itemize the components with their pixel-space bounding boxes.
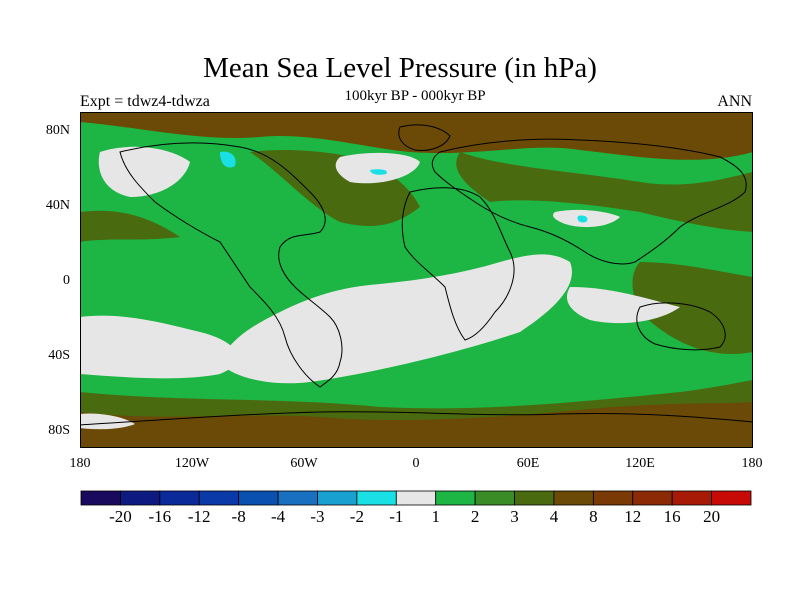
lat-label-80s: 80S [48,423,70,438]
colorbar-swatch [514,490,555,506]
colorbar-tick-label: -3 [310,507,325,526]
lon-label-180e: 180 [741,456,763,471]
colorbar-swatch [435,490,476,506]
lat-label-80n: 80N [45,123,70,138]
colorbar-swatch [120,490,161,506]
colorbar-swatch [395,490,437,506]
colorbar-swatch [198,490,240,506]
colorbar-swatch [317,490,358,506]
experiment-label: Expt = tdwz4-tdwza [80,93,210,110]
lat-label-0: 0 [63,273,70,288]
colorbar-tick-label: 1 [431,507,440,526]
colorbar-tick-label: 12 [624,507,642,526]
antarctic-grey-patch [80,413,135,430]
pacific-grey-region [98,146,190,197]
indian-ocean-grey-region [566,287,680,324]
southern-ocean-grey-region [220,254,572,384]
colorbar-tick-label: 3 [510,507,519,526]
colorbar-swatch [356,490,397,506]
americas-outline [119,142,343,388]
greenland-outline [398,124,451,151]
colorbar-tick-label: -12 [187,507,211,526]
north-atlantic-grey-region [335,152,420,184]
colorbar [80,490,752,506]
colorbar-tick-label: 20 [703,507,721,526]
plot-subtitle: 100kyr BP - 000kyr BP [344,88,486,104]
antarctica-outline [79,411,754,426]
colorbar-swatch [277,490,318,506]
plot-title: Mean Sea Level Pressure (in hPa) [203,52,597,84]
colorbar-swatch [711,490,752,506]
lon-label-60e: 60E [516,456,540,471]
cyan-patch-asia [577,215,588,223]
colorbar-swatch [671,490,712,506]
colorbar-tick-label: 8 [589,507,598,526]
colorbar-swatch [592,490,634,506]
maritime-olive-region [632,262,753,354]
colorbar-tick-label: -1 [389,507,404,526]
season-label: ANN [717,93,752,110]
cyan-patch-canada [220,151,236,168]
coastlines [79,124,754,426]
colorbar-tick-label: -8 [231,507,246,526]
lat-label-40n: 40N [45,198,70,213]
colorbar-tick-label: 2 [470,507,480,526]
colorbar-swatch [238,490,279,506]
lon-label-120w: 120W [174,456,210,471]
south-pacific-grey-region [80,315,238,379]
map-frame [80,112,753,448]
pressure-map [79,112,754,448]
lon-label-60w: 60W [290,456,318,471]
lon-label-180w: 180 [69,456,91,471]
colorbar-swatch [80,490,121,506]
lon-label-0: 0 [412,456,420,471]
asia-olive-region [456,152,753,232]
colorbar-tick-label: -16 [148,507,172,526]
colorbar-swatch [553,490,594,506]
colorbar-swatch [474,490,515,506]
colorbar-tick-label: 16 [663,507,681,526]
north-brown-band [80,112,753,160]
pacific-olive-region [80,210,180,242]
colorbar-tick-label: 4 [549,507,559,526]
colorbar-swatch [159,490,200,506]
lat-label-40s: 40S [48,348,70,363]
map-canvas [79,112,754,448]
africa-outline [401,187,515,341]
colorbar-tick-label: -4 [270,507,286,526]
australia-outline [636,302,726,351]
colorbar-tick-label: -20 [109,507,132,526]
lon-label-120e: 120E [625,456,655,471]
colorbar-swatch [632,490,673,506]
eurasia-outline [431,138,747,265]
colorbar-tick-label: -2 [349,507,364,526]
cyan-patch-atlantic [370,169,387,175]
